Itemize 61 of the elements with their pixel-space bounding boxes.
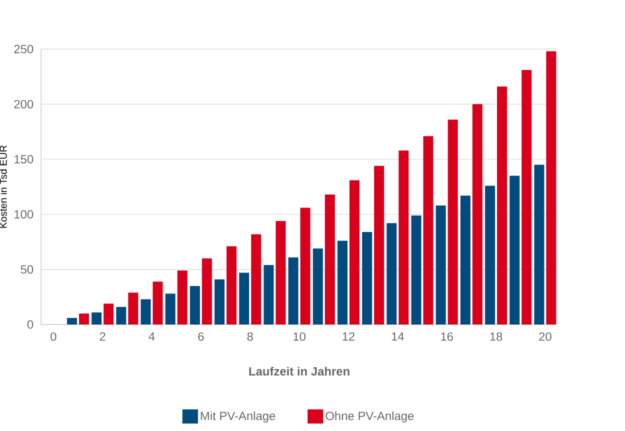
y-tick-label: 200 — [14, 100, 34, 108]
bar — [104, 304, 114, 325]
bar — [288, 257, 298, 325]
x-tick-label: 4 — [148, 332, 155, 341]
bar — [349, 180, 360, 325]
bar — [534, 164, 544, 325]
bar — [152, 282, 163, 325]
bar — [202, 258, 212, 325]
bar — [436, 206, 446, 325]
y-tick-label: 100 — [14, 210, 34, 219]
bar — [300, 208, 310, 325]
bar — [239, 272, 250, 325]
bar — [276, 221, 286, 325]
bar — [374, 166, 384, 325]
bar — [66, 318, 77, 325]
bar — [165, 294, 176, 325]
y-tick-label: 150 — [14, 155, 34, 164]
y-tick-label: 50 — [20, 265, 34, 274]
bar — [398, 150, 409, 325]
bar — [226, 246, 237, 325]
x-tick-label: 8 — [247, 332, 253, 341]
bar — [251, 234, 262, 325]
bar — [362, 232, 372, 325]
x-tick-label: 16 — [441, 332, 453, 341]
bar — [92, 312, 102, 325]
x-tick-label: 12 — [342, 332, 355, 341]
bar — [324, 194, 335, 325]
bar — [214, 279, 225, 325]
bar — [128, 292, 138, 325]
bar — [497, 86, 508, 325]
x-tick-label: 20 — [539, 332, 552, 341]
x-axis-title: Laufzeit in Jahren — [249, 366, 350, 376]
legend-label: Mit PV-Anlage — [200, 411, 276, 423]
y-axis-title: Kosten in Tsd EUR — [0, 146, 7, 228]
bar — [177, 270, 188, 325]
x-tick-label: 14 — [392, 332, 404, 341]
bar — [510, 176, 520, 325]
bar — [546, 51, 556, 325]
y-tick-label: 0 — [27, 320, 34, 329]
bar — [423, 136, 434, 325]
bar — [460, 196, 470, 325]
bar — [472, 104, 482, 325]
x-tick-label: 0 — [50, 332, 56, 341]
y-tick-label: 250 — [14, 44, 34, 54]
bar — [485, 186, 496, 325]
x-tick-label: 18 — [490, 332, 502, 341]
bar — [78, 314, 89, 325]
bar — [116, 306, 126, 325]
bar — [386, 223, 397, 325]
bar — [264, 265, 274, 325]
bar — [448, 120, 458, 325]
x-tick-label: 2 — [100, 332, 106, 341]
legend-label: Ohne PV-Anlage — [326, 411, 414, 423]
bar — [337, 240, 348, 325]
bar — [140, 299, 151, 325]
bar — [522, 70, 532, 325]
x-tick-label: 6 — [198, 332, 204, 341]
x-tick-label: 10 — [294, 332, 306, 341]
bar — [190, 286, 200, 325]
bar — [411, 216, 422, 325]
bar — [312, 248, 323, 325]
